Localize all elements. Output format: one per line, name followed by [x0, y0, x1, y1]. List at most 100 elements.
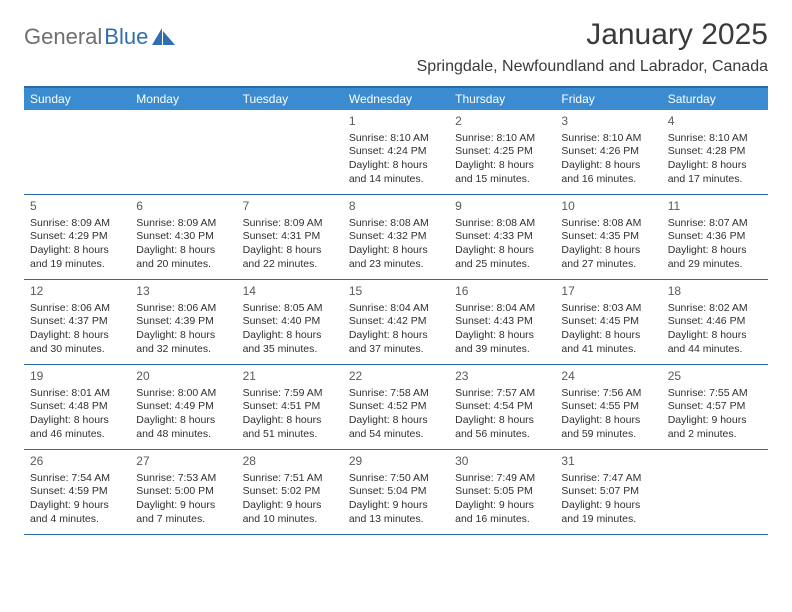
calendar-day-cell: 15Sunrise: 8:04 AMSunset: 4:42 PMDayligh…: [343, 280, 449, 364]
sunrise-line: Sunrise: 8:10 AM: [561, 132, 655, 146]
day-number: 5: [30, 199, 124, 215]
sunrise-line: Sunrise: 8:09 AM: [30, 217, 124, 231]
sunset-line: Sunset: 4:36 PM: [668, 230, 762, 244]
daylight-line: Daylight: 8 hours and 15 minutes.: [455, 159, 549, 186]
logo-text-general: General: [24, 24, 102, 50]
weekday-header: Sunday: [24, 88, 130, 110]
sunrise-line: Sunrise: 8:08 AM: [455, 217, 549, 231]
day-number: 14: [243, 284, 337, 300]
sunset-line: Sunset: 5:00 PM: [136, 485, 230, 499]
sunrise-line: Sunrise: 8:09 AM: [136, 217, 230, 231]
sunset-line: Sunset: 4:29 PM: [30, 230, 124, 244]
calendar-empty-cell: [24, 110, 130, 194]
day-number: 30: [455, 454, 549, 470]
calendar-day-cell: 31Sunrise: 7:47 AMSunset: 5:07 PMDayligh…: [555, 450, 661, 534]
sunrise-line: Sunrise: 8:01 AM: [30, 387, 124, 401]
daylight-line: Daylight: 9 hours and 16 minutes.: [455, 499, 549, 526]
daylight-line: Daylight: 8 hours and 41 minutes.: [561, 329, 655, 356]
calendar-day-cell: 7Sunrise: 8:09 AMSunset: 4:31 PMDaylight…: [237, 195, 343, 279]
sunset-line: Sunset: 4:28 PM: [668, 145, 762, 159]
sunset-line: Sunset: 5:04 PM: [349, 485, 443, 499]
logo: GeneralBlue: [24, 24, 176, 50]
day-number: 24: [561, 369, 655, 385]
day-number: 26: [30, 454, 124, 470]
sunset-line: Sunset: 4:55 PM: [561, 400, 655, 414]
day-number: 25: [668, 369, 762, 385]
day-number: 28: [243, 454, 337, 470]
calendar-week-row: 12Sunrise: 8:06 AMSunset: 4:37 PMDayligh…: [24, 280, 768, 365]
day-number: 4: [668, 114, 762, 130]
calendar-empty-cell: [237, 110, 343, 194]
calendar-page: GeneralBlue January 2025 Springdale, New…: [0, 0, 792, 535]
calendar-day-cell: 30 Sunrise: 7:49 AMSunset: 5:05 PMDayligh…: [449, 450, 555, 534]
calendar-day-cell: 16Sunrise: 8:04 AMSunset: 4:43 PMDayligh…: [449, 280, 555, 364]
daylight-line: Daylight: 9 hours and 10 minutes.: [243, 499, 337, 526]
day-number: 11: [668, 199, 762, 215]
calendar-week-row: 1 Sunrise: 8:10 AM Sunset: 4:24 PM Daylight…: [24, 110, 768, 195]
sunset-line: Sunset: 4:51 PM: [243, 400, 337, 414]
weekday-header: Saturday: [662, 88, 768, 110]
daylight-line: Daylight: 8 hours and 35 minutes.: [243, 329, 337, 356]
sunrise-line: Sunrise: 8:05 AM: [243, 302, 337, 316]
sunset-line: Sunset: 4:24 PM: [349, 145, 443, 159]
sunrise-line: Sunrise: 7:47 AM: [561, 472, 655, 486]
calendar-empty-cell: [130, 110, 236, 194]
sunset-line: Sunset: 4:31 PM: [243, 230, 337, 244]
title-block: January 2025 Springdale, Newfoundland an…: [417, 18, 768, 76]
daylight-line: Daylight: 9 hours and 4 minutes.: [30, 499, 124, 526]
daylight-line: Daylight: 8 hours and 54 minutes.: [349, 414, 443, 441]
sunrise-line: Sunrise: 7:49 AM: [455, 472, 549, 486]
header: GeneralBlue January 2025 Springdale, New…: [24, 18, 768, 76]
calendar-day-cell: 25Sunrise: 7:55 AMSunset: 4:57 PMDayligh…: [662, 365, 768, 449]
daylight-line: Daylight: 8 hours and 56 minutes.: [455, 414, 549, 441]
weekday-header: Thursday: [449, 88, 555, 110]
logo-text-blue: Blue: [104, 24, 148, 50]
sunrise-line: Sunrise: 8:04 AM: [349, 302, 443, 316]
day-number: 21: [243, 369, 337, 385]
sunset-line: Sunset: 4:52 PM: [349, 400, 443, 414]
calendar-day-cell: 17Sunrise: 8:03 AMSunset: 4:45 PMDayligh…: [555, 280, 661, 364]
sunrise-line: Sunrise: 8:08 AM: [349, 217, 443, 231]
sunrise-line: Sunrise: 8:03 AM: [561, 302, 655, 316]
calendar-day-cell: 23Sunrise: 7:57 AMSunset: 4:54 PMDayligh…: [449, 365, 555, 449]
daylight-line: Daylight: 8 hours and 27 minutes.: [561, 244, 655, 271]
sunset-line: Sunset: 4:57 PM: [668, 400, 762, 414]
sunset-line: Sunset: 5:07 PM: [561, 485, 655, 499]
calendar-day-cell: 2Sunrise: 8:10 AMSunset: 4:25 PMDaylight…: [449, 110, 555, 194]
weekday-header-row: Sunday Monday Tuesday Wednesday Thursday…: [24, 88, 768, 110]
calendar-day-cell: 18Sunrise: 8:02 AMSunset: 4:46 PMDayligh…: [662, 280, 768, 364]
sunrise-line: Sunrise: 8:04 AM: [455, 302, 549, 316]
daylight-line: Daylight: 8 hours and 39 minutes.: [455, 329, 549, 356]
day-number: 8: [349, 199, 443, 215]
calendar-day-cell: 6Sunrise: 8:09 AMSunset: 4:30 PMDaylight…: [130, 195, 236, 279]
day-number: 17: [561, 284, 655, 300]
calendar-day-cell: 19Sunrise: 8:01 AMSunset: 4:48 PMDayligh…: [24, 365, 130, 449]
daylight-line: Daylight: 8 hours and 48 minutes.: [136, 414, 230, 441]
daylight-line: Daylight: 8 hours and 22 minutes.: [243, 244, 337, 271]
weekday-header: Tuesday: [237, 88, 343, 110]
daylight-line: Daylight: 8 hours and 44 minutes.: [668, 329, 762, 356]
day-number: 2: [455, 114, 549, 130]
sunrise-line: Sunrise: 8:07 AM: [668, 217, 762, 231]
daylight-line: Daylight: 8 hours and 32 minutes.: [136, 329, 230, 356]
weekday-header: Friday: [555, 88, 661, 110]
daylight-line: Daylight: 8 hours and 25 minutes.: [455, 244, 549, 271]
sunrise-line: Sunrise: 7:57 AM: [455, 387, 549, 401]
calendar-day-cell: 21Sunrise: 7:59 AMSunset: 4:51 PMDayligh…: [237, 365, 343, 449]
sunrise-line: Sunrise: 8:00 AM: [136, 387, 230, 401]
calendar-day-cell: 28Sunrise: 7:51 AMSunset: 5:02 PMDayligh…: [237, 450, 343, 534]
calendar-grid: Sunday Monday Tuesday Wednesday Thursday…: [24, 86, 768, 535]
month-title: January 2025: [417, 18, 768, 52]
day-number: 1: [349, 114, 443, 130]
calendar-week-row: 26Sunrise: 7:54 AMSunset: 4:59 PMDayligh…: [24, 450, 768, 535]
sunrise-line: Sunrise: 8:09 AM: [243, 217, 337, 231]
sunset-line: Sunset: 5:05 PM: [455, 485, 549, 499]
calendar-day-cell: 10Sunrise: 8:08 AMSunset: 4:35 PMDayligh…: [555, 195, 661, 279]
day-number: 13: [136, 284, 230, 300]
calendar-day-cell: 20Sunrise: 8:00 AMSunset: 4:49 PMDayligh…: [130, 365, 236, 449]
sunset-line: Sunset: 4:35 PM: [561, 230, 655, 244]
daylight-line: Daylight: 8 hours and 37 minutes.: [349, 329, 443, 356]
daylight-line: Daylight: 8 hours and 51 minutes.: [243, 414, 337, 441]
weekday-header: Wednesday: [343, 88, 449, 110]
calendar-day-cell: 12Sunrise: 8:06 AMSunset: 4:37 PMDayligh…: [24, 280, 130, 364]
